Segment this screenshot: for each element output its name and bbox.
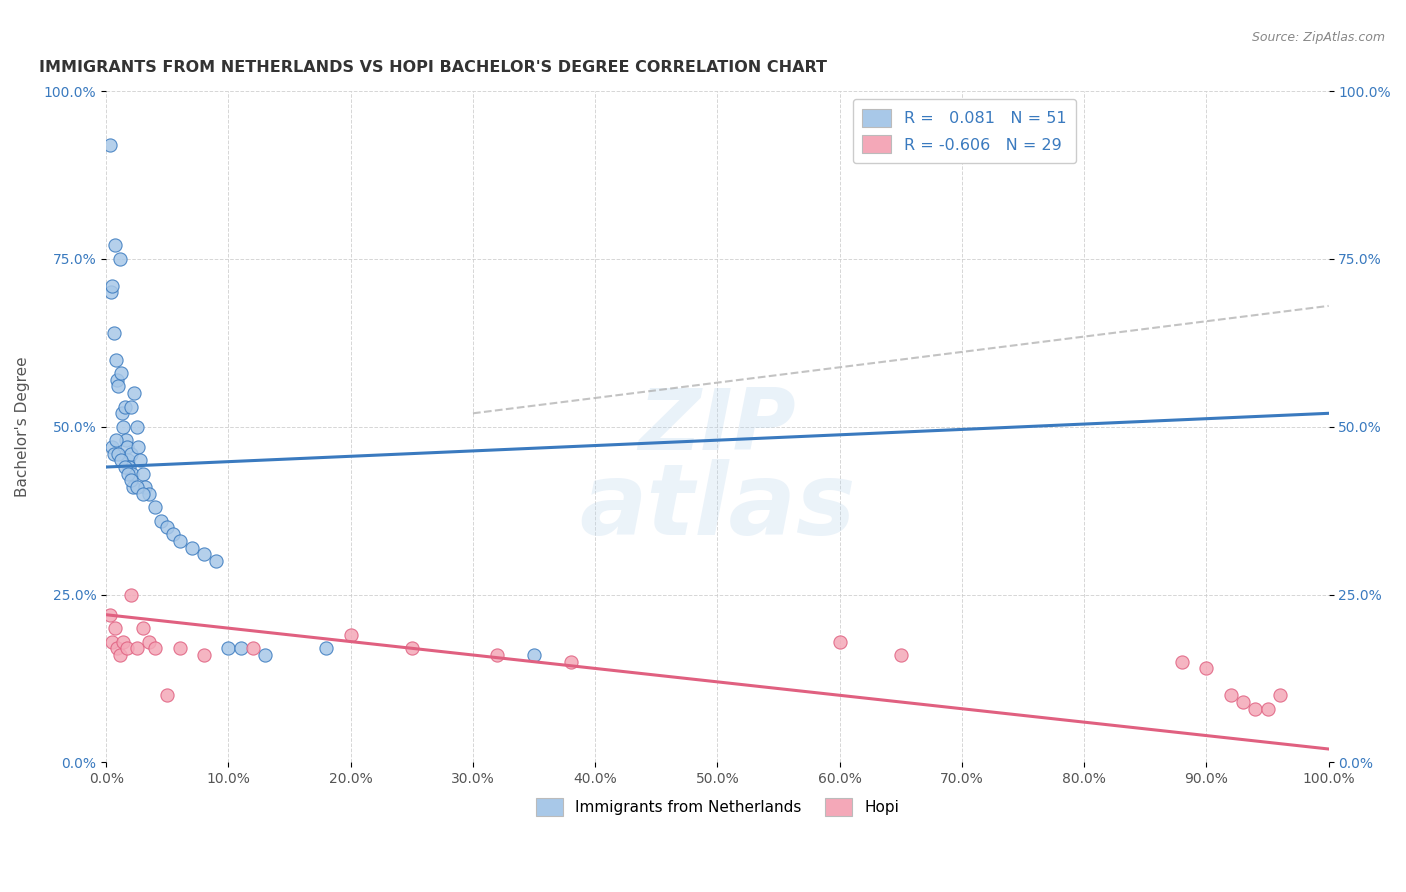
Point: [105, 641, 128, 656]
Text: atlas: atlas: [579, 458, 856, 556]
Point: [125, 641, 148, 656]
Point: [114, 460, 136, 475]
Point: [108, 648, 131, 662]
Point: [104, 621, 127, 635]
Point: [132, 621, 155, 635]
Point: [315, 641, 337, 656]
Point: [169, 641, 191, 656]
Point: [1219, 688, 1241, 702]
Point: [205, 554, 228, 568]
Point: [101, 278, 124, 293]
Point: [162, 527, 184, 541]
Point: [156, 520, 179, 534]
Point: [120, 588, 142, 602]
Point: [103, 326, 125, 340]
Y-axis label: Bachelor's Degree: Bachelor's Degree: [15, 357, 30, 497]
Text: ZIP: ZIP: [638, 385, 796, 468]
Point: [124, 386, 146, 401]
Point: [101, 440, 124, 454]
Point: [105, 373, 128, 387]
Point: [111, 406, 134, 420]
Point: [1232, 695, 1254, 709]
Point: [115, 641, 138, 656]
Point: [193, 648, 215, 662]
Point: [127, 440, 149, 454]
Point: [98, 137, 121, 152]
Point: [107, 447, 129, 461]
Point: [150, 514, 173, 528]
Point: [120, 400, 142, 414]
Point: [486, 648, 509, 662]
Point: [401, 641, 423, 656]
Point: [339, 628, 361, 642]
Point: [114, 433, 136, 447]
Point: [828, 634, 851, 648]
Point: [105, 433, 128, 447]
Point: [1244, 702, 1267, 716]
Point: [121, 467, 143, 481]
Point: [125, 480, 148, 494]
Point: [143, 641, 166, 656]
Point: [117, 453, 139, 467]
Point: [112, 419, 135, 434]
Point: [120, 447, 142, 461]
Point: [120, 474, 142, 488]
Point: [129, 453, 152, 467]
Point: [122, 480, 145, 494]
Point: [115, 440, 138, 454]
Point: [107, 379, 129, 393]
Text: Source: ZipAtlas.com: Source: ZipAtlas.com: [1251, 31, 1385, 45]
Point: [105, 352, 128, 367]
Point: [254, 648, 277, 662]
Point: [132, 487, 155, 501]
Point: [98, 607, 121, 622]
Point: [1268, 688, 1291, 702]
Point: [560, 655, 582, 669]
Point: [125, 419, 148, 434]
Point: [138, 487, 160, 501]
Point: [1195, 661, 1218, 675]
Point: [103, 447, 125, 461]
Point: [118, 460, 141, 475]
Point: [1171, 655, 1194, 669]
Point: [108, 252, 131, 266]
Legend: Immigrants from Netherlands, Hopi: Immigrants from Netherlands, Hopi: [530, 792, 905, 822]
Point: [169, 533, 191, 548]
Point: [112, 634, 135, 648]
Point: [134, 480, 156, 494]
Point: [523, 648, 546, 662]
Text: IMMIGRANTS FROM NETHERLANDS VS HOPI BACHELOR'S DEGREE CORRELATION CHART: IMMIGRANTS FROM NETHERLANDS VS HOPI BACH…: [39, 60, 827, 75]
Point: [143, 500, 166, 515]
Point: [1257, 702, 1279, 716]
Point: [218, 641, 240, 656]
Point: [180, 541, 202, 555]
Point: [193, 547, 215, 561]
Point: [890, 648, 912, 662]
Point: [156, 688, 179, 702]
Point: [229, 641, 252, 656]
Point: [100, 285, 122, 300]
Point: [114, 400, 136, 414]
Point: [132, 467, 155, 481]
Point: [138, 634, 160, 648]
Point: [242, 641, 264, 656]
Point: [101, 634, 124, 648]
Point: [110, 453, 132, 467]
Point: [110, 366, 132, 380]
Point: [117, 467, 139, 481]
Point: [104, 238, 127, 252]
